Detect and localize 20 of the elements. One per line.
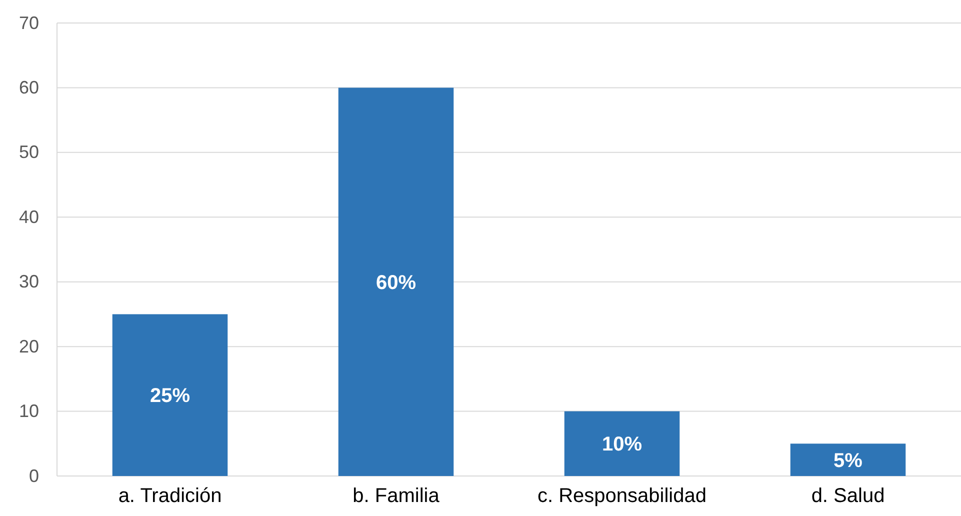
y-tick-label: 70 xyxy=(18,12,39,33)
y-tick-label: 30 xyxy=(18,272,39,292)
data-label: 25% xyxy=(150,385,190,408)
y-tick-label: 40 xyxy=(18,206,39,227)
bar xyxy=(112,314,228,476)
data-label: 60% xyxy=(376,272,416,294)
x-tick-label: a. Tradición xyxy=(118,485,222,508)
y-tick-label: 50 xyxy=(18,142,39,162)
y-tick-label: 10 xyxy=(18,401,39,422)
bar xyxy=(790,444,906,476)
bar xyxy=(564,411,680,476)
bar xyxy=(338,88,454,476)
x-tick-label: d. Salud xyxy=(811,485,885,508)
y-tick-label: 60 xyxy=(18,77,39,98)
x-tick-label: b. Familia xyxy=(352,485,440,508)
data-label: 10% xyxy=(602,434,642,456)
data-label: 5% xyxy=(834,450,863,472)
x-tick-label: c. Responsabilidad xyxy=(538,485,706,508)
y-tick-label: 20 xyxy=(18,336,39,356)
y-tick-label: 0 xyxy=(28,466,39,486)
